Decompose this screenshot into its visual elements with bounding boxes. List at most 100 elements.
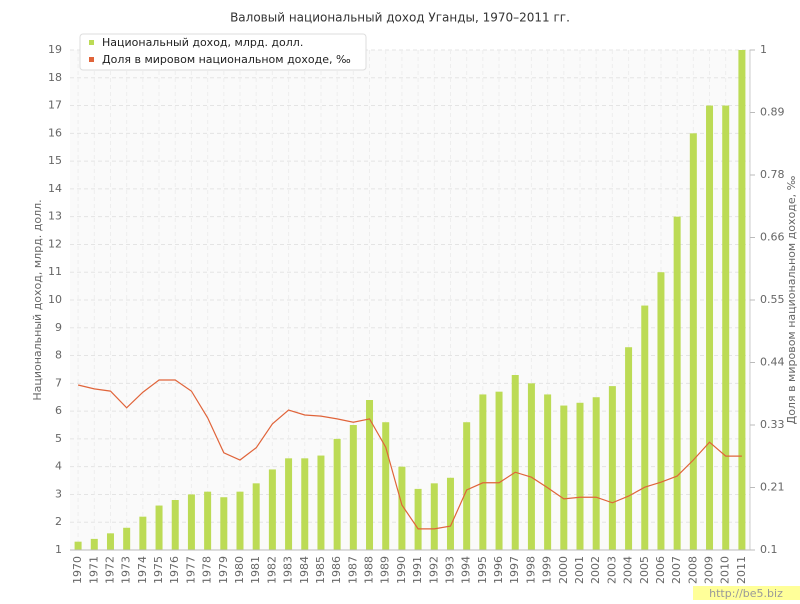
bar: [139, 516, 147, 550]
y2-tick-label: 0.33: [760, 418, 785, 431]
x-tick-label: 2005: [638, 556, 651, 584]
y2-tick-label: 0.21: [760, 481, 785, 494]
x-tick-label: 1997: [508, 556, 521, 584]
bar: [511, 375, 519, 550]
bar: [625, 347, 633, 550]
bar: [544, 394, 552, 550]
bar: [414, 488, 422, 550]
bar: [171, 500, 179, 550]
bar: [187, 494, 195, 550]
x-tick-label: 2010: [719, 556, 732, 584]
x-tick-label: 1978: [201, 556, 214, 584]
bar: [560, 405, 568, 550]
bar: [317, 455, 325, 550]
x-tick-label: 1976: [168, 556, 181, 584]
x-tick-label: 1988: [363, 556, 376, 584]
y-tick-label: 4: [55, 460, 62, 473]
y2-tick-label: 0.55: [760, 293, 785, 306]
x-tick-label: 1994: [460, 556, 473, 584]
legend-label: Доля в мировом национальном доходе, ‰: [102, 53, 351, 66]
bar: [268, 469, 276, 550]
x-tick-label: 1973: [120, 556, 133, 584]
bar: [382, 422, 390, 550]
x-tick-label: 1985: [314, 556, 327, 584]
y-tick-label: 11: [48, 265, 62, 278]
bar: [333, 438, 341, 550]
x-tick-label: 1998: [524, 556, 537, 584]
x-tick-label: 1972: [103, 556, 116, 584]
bar: [446, 477, 454, 550]
bar: [285, 458, 293, 550]
y-tick-label: 8: [55, 349, 62, 362]
bar: [479, 394, 487, 550]
bar: [576, 402, 584, 550]
y-tick-label: 13: [48, 210, 62, 223]
x-tick-label: 2008: [686, 556, 699, 584]
bar: [608, 386, 616, 550]
x-tick-label: 1987: [346, 556, 359, 584]
bar: [738, 50, 746, 550]
legend-swatch: [89, 40, 94, 45]
x-tick-label: 1986: [330, 556, 343, 584]
x-tick-label: 1993: [443, 556, 456, 584]
bar: [349, 425, 357, 550]
y-axis-title: Национальный доход, млрд. долл.: [31, 199, 44, 400]
y2-tick-label: 0.66: [760, 231, 785, 244]
x-tick-label: 2009: [703, 556, 716, 584]
x-tick-label: 1984: [298, 556, 311, 584]
bar: [236, 491, 244, 550]
y-tick-label: 15: [48, 154, 62, 167]
chart-title: Валовый национальный доход Уганды, 1970–…: [230, 11, 570, 25]
bar: [673, 216, 681, 550]
bar: [204, 491, 212, 550]
x-tick-label: 1982: [265, 556, 278, 584]
bar: [220, 497, 228, 550]
watermark: http://be5.biz: [709, 587, 783, 600]
x-tick-label: 2003: [605, 556, 618, 584]
x-tick-label: 2000: [557, 556, 570, 584]
bar: [123, 527, 131, 550]
x-tick-label: 2002: [589, 556, 602, 584]
bar: [463, 422, 471, 550]
x-tick-label: 1979: [217, 556, 230, 584]
x-tick-label: 1995: [476, 556, 489, 584]
y2-tick-label: 0.89: [760, 106, 785, 119]
x-tick-label: 1992: [427, 556, 440, 584]
x-tick-label: 2007: [670, 556, 683, 584]
y-tick-label: 9: [55, 321, 62, 334]
bar: [706, 105, 714, 551]
y2-tick-label: 0.44: [760, 356, 785, 369]
y2-tick-label: 0.78: [760, 168, 785, 181]
bar: [689, 133, 697, 551]
bar: [155, 505, 163, 550]
y2-tick-label: 1: [760, 43, 767, 56]
legend-label: Национальный доход, млрд. долл.: [102, 36, 303, 49]
legend-box: [79, 33, 367, 71]
y-tick-label: 18: [48, 71, 62, 84]
x-tick-label: 1983: [282, 556, 295, 584]
bar: [527, 383, 535, 550]
x-tick-label: 1980: [233, 556, 246, 584]
y-tick-label: 10: [48, 293, 62, 306]
bar: [592, 397, 600, 550]
y-tick-label: 2: [55, 515, 62, 528]
x-tick-label: 1977: [184, 556, 197, 584]
x-tick-label: 1970: [71, 556, 84, 584]
bar: [398, 466, 406, 550]
bar: [106, 533, 114, 550]
y-tick-label: 3: [55, 487, 62, 500]
x-tick-label: 1974: [136, 556, 149, 584]
x-tick-label: 1975: [152, 556, 165, 584]
legend: Национальный доход, млрд. долл. Доля в м…: [79, 33, 367, 71]
bar: [641, 305, 649, 550]
x-tick-label: 1981: [249, 556, 262, 584]
line: [77, 379, 742, 530]
bar: [301, 458, 309, 550]
y2-tick-label: 0.1: [760, 543, 778, 556]
x-tick-label: 1971: [87, 556, 100, 584]
y-tick-label: 16: [48, 126, 62, 139]
y-tick-label: 14: [48, 182, 62, 195]
y-tick-label: 7: [55, 376, 62, 389]
bar: [90, 538, 98, 550]
